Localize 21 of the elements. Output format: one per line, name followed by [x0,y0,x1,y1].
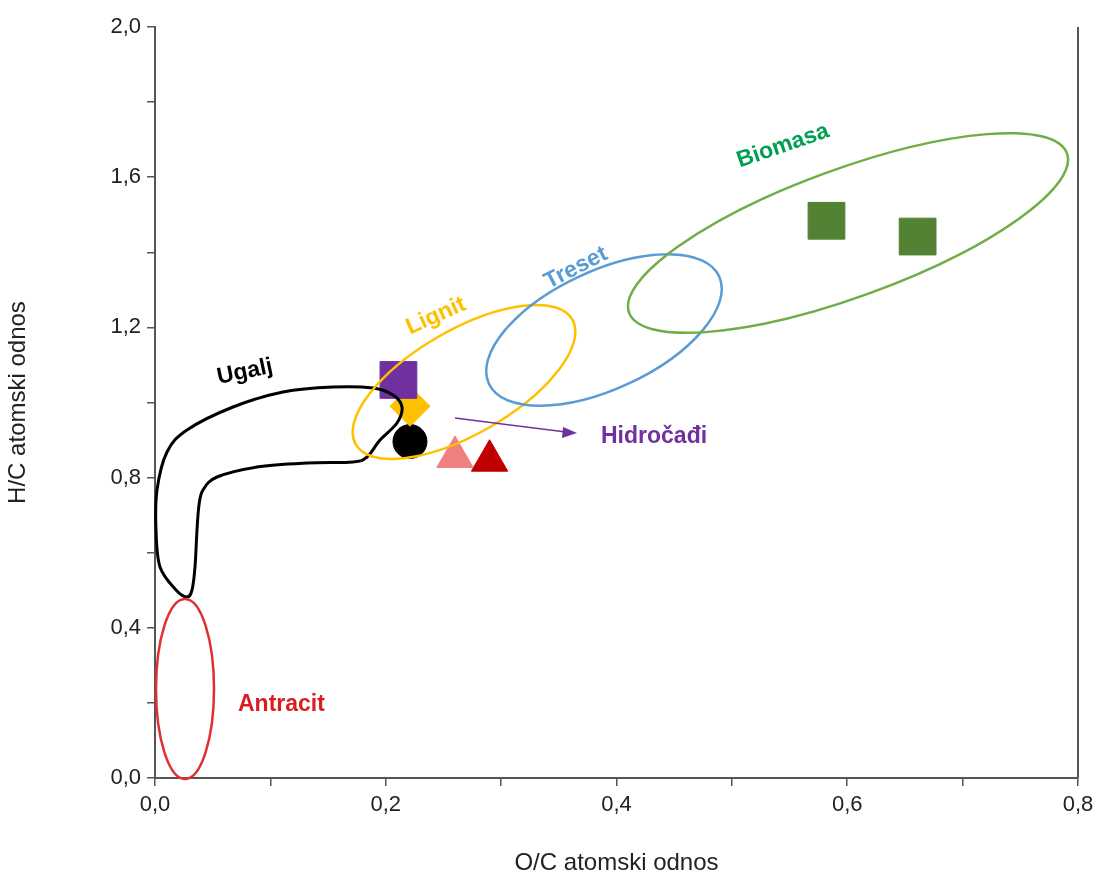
x-tick-label: 0,8 [1062,791,1094,817]
y-tick-label: 1,6 [110,163,141,189]
annotation: Lignit [401,289,470,340]
x-tick-label: 0,0 [139,791,171,817]
point [807,201,846,240]
y-axis-title: H/C atomski odnos [3,301,31,504]
y-tick-label: 2,0 [110,13,141,39]
annotation: Hidročađi [601,422,708,449]
x-tick-label: 0,2 [370,791,402,817]
point [379,361,418,399]
annotation: Antracit [238,690,326,717]
annotation: Ugalj [214,351,275,389]
y-tick-label: 0,8 [110,463,141,489]
x-tick-label: 0,6 [831,791,863,817]
x-axis-title: O/C atomski odnos [514,848,719,876]
y-tick-label: 0,0 [110,764,141,790]
y-tick-label: 0,4 [110,613,141,639]
point [392,424,428,460]
y-tick-label: 1,2 [110,313,141,339]
x-tick-label: 0,4 [601,791,632,817]
point [898,217,937,256]
